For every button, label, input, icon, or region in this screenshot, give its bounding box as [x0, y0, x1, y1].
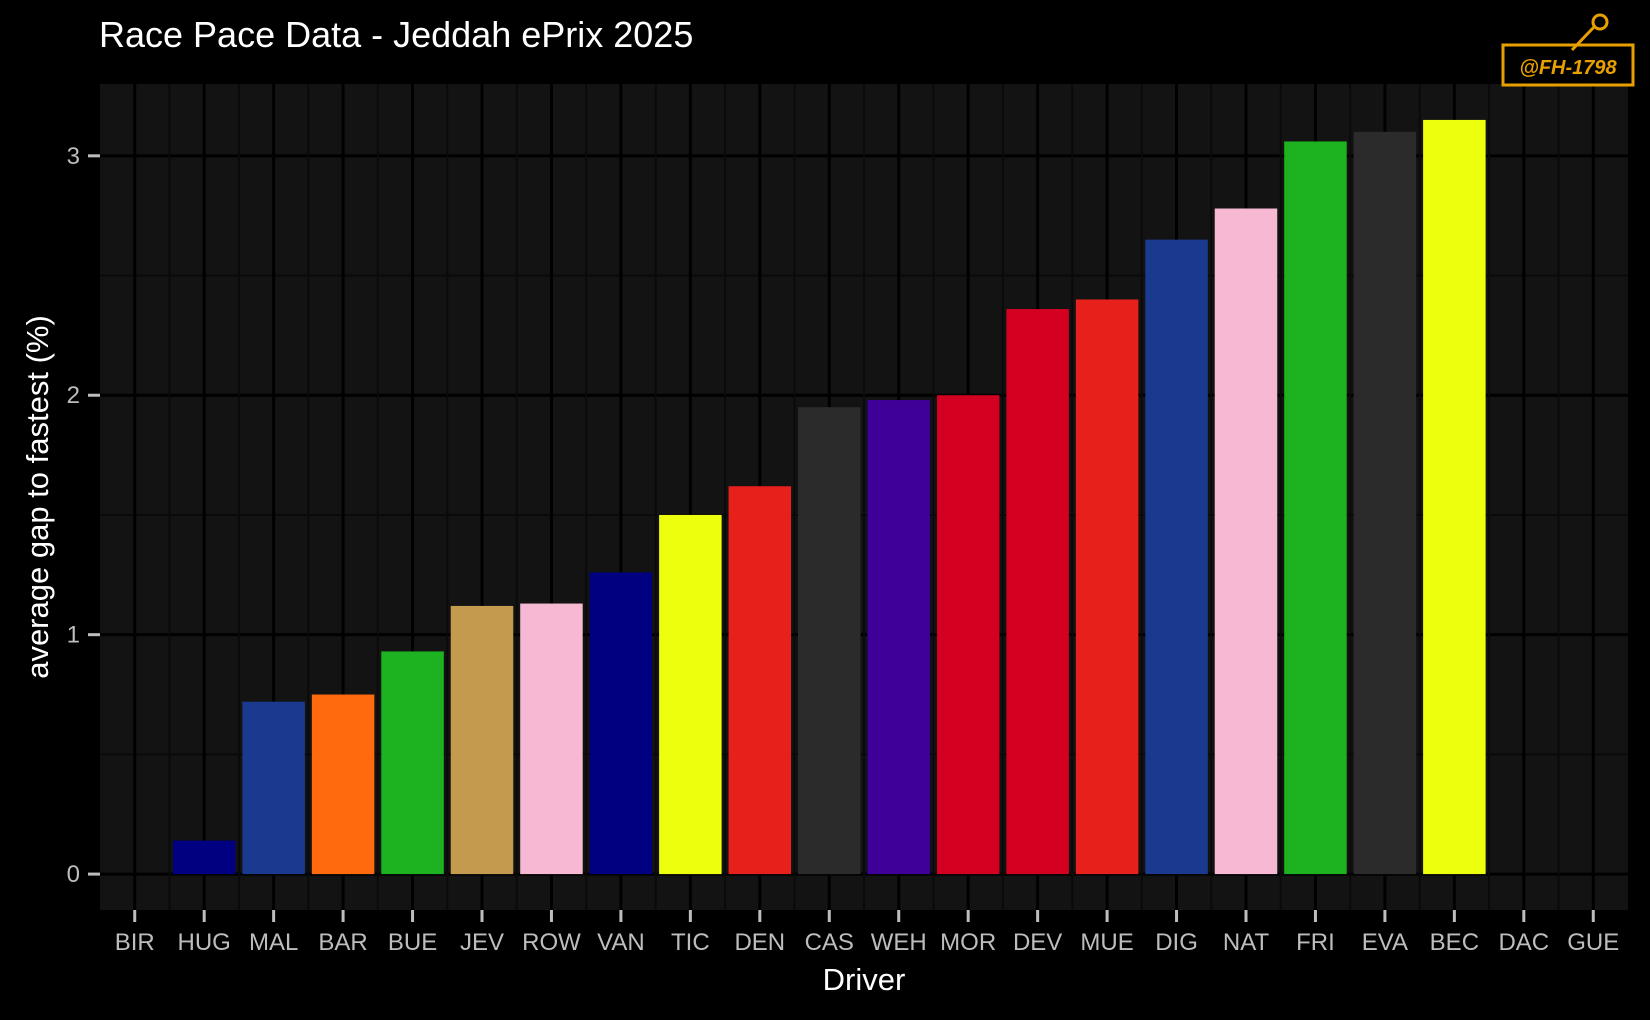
- bar-mue: [1075, 299, 1139, 875]
- watermark-key-icon: [1591, 13, 1609, 31]
- x-tick-label: BUE: [388, 929, 437, 956]
- bar-bue: [381, 651, 444, 875]
- bar-eva: [1353, 131, 1417, 875]
- watermark-frame: [1501, 43, 1635, 87]
- x-tick-label: ROW: [522, 929, 581, 956]
- y-tick-label: 3: [67, 143, 80, 170]
- x-tick-label: GUE: [1567, 929, 1619, 956]
- watermark-logo: @FH-1798: [1501, 13, 1635, 87]
- x-tick-label: DIG: [1155, 929, 1198, 956]
- x-tick-label: TIC: [671, 929, 710, 956]
- x-tick-label: BAR: [318, 929, 367, 956]
- x-tick-label: CAS: [805, 929, 854, 956]
- bar-van: [589, 572, 653, 875]
- x-tick-label: JEV: [460, 929, 504, 956]
- bar-tic: [659, 514, 722, 875]
- chart-title: Race Pace Data - Jeddah ePrix 2025: [99, 14, 694, 55]
- y-tick-label: 2: [67, 382, 80, 409]
- x-tick-label: DEV: [1013, 929, 1062, 956]
- bars: [172, 119, 1486, 875]
- watermark-text: @FH-1798: [1519, 57, 1617, 79]
- x-tick-label: MOR: [940, 929, 996, 956]
- bar-row: [520, 603, 583, 875]
- bar-fri: [1284, 141, 1347, 875]
- bar-weh: [867, 400, 930, 875]
- x-axis-label: Driver: [823, 962, 906, 997]
- bar-mal: [242, 701, 305, 875]
- bar-jev: [450, 605, 514, 875]
- x-tick-label: VAN: [597, 929, 645, 956]
- bar-bar: [311, 694, 375, 875]
- bar-dev: [1006, 309, 1069, 875]
- x-tick-label: DEN: [734, 929, 785, 956]
- x-tick-label: BIR: [115, 929, 155, 956]
- x-tick-label: NAT: [1223, 929, 1270, 956]
- x-tick-label: HUG: [178, 929, 231, 956]
- watermark-key-shaft: [1570, 25, 1596, 52]
- x-tick-label: DAC: [1498, 929, 1549, 956]
- bar-hug: [172, 840, 236, 875]
- x-tick-label: MUE: [1080, 929, 1133, 956]
- x-tick-label: EVA: [1362, 929, 1408, 956]
- bar-nat: [1214, 208, 1278, 875]
- x-tick-label: WEH: [871, 929, 927, 956]
- bar-cas: [798, 407, 861, 875]
- bar-mor: [936, 395, 1000, 875]
- x-tick-label: MAL: [249, 929, 298, 956]
- bar-bec: [1423, 119, 1486, 875]
- y-tick-label: 0: [67, 861, 80, 888]
- y-axis-label: average gap to fastest (%): [20, 315, 55, 679]
- y-tick-label: 1: [67, 622, 80, 649]
- axes: 0 1 2 3 BIR HUG MAL BAR BUE JEV ROW VAN TIC DEN CAS WEH…: [67, 143, 1620, 956]
- bar-dig: [1145, 239, 1208, 875]
- bar-den: [728, 486, 792, 875]
- x-tick-label: BEC: [1430, 929, 1479, 956]
- x-tick-label: FRI: [1296, 929, 1335, 956]
